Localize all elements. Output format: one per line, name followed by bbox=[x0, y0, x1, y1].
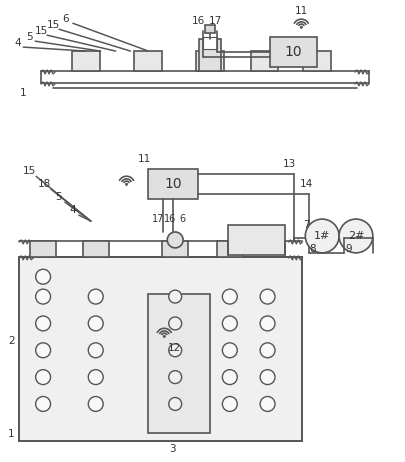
Circle shape bbox=[168, 317, 181, 330]
Text: 17: 17 bbox=[209, 16, 222, 26]
Circle shape bbox=[299, 26, 302, 28]
Circle shape bbox=[168, 371, 181, 383]
Circle shape bbox=[260, 343, 274, 358]
Circle shape bbox=[88, 316, 103, 331]
Text: 4: 4 bbox=[14, 38, 21, 48]
Circle shape bbox=[168, 397, 181, 410]
Circle shape bbox=[168, 290, 181, 303]
Circle shape bbox=[163, 335, 165, 338]
Text: 11: 11 bbox=[137, 154, 151, 164]
Circle shape bbox=[88, 289, 103, 304]
Bar bbox=[216, 241, 242, 257]
Text: 1: 1 bbox=[20, 88, 26, 98]
Text: 18: 18 bbox=[37, 179, 51, 189]
Text: 8: 8 bbox=[308, 244, 315, 254]
Circle shape bbox=[260, 316, 274, 331]
Circle shape bbox=[222, 343, 237, 358]
Text: 10: 10 bbox=[284, 45, 301, 59]
Circle shape bbox=[88, 343, 103, 358]
Bar bbox=[303, 51, 330, 71]
Text: 15: 15 bbox=[34, 26, 48, 36]
Circle shape bbox=[222, 316, 237, 331]
Text: 5: 5 bbox=[26, 32, 32, 42]
Bar bbox=[269, 37, 316, 67]
Circle shape bbox=[260, 289, 274, 304]
Bar bbox=[198, 39, 220, 71]
Text: 1: 1 bbox=[8, 429, 15, 439]
Circle shape bbox=[36, 343, 51, 358]
Circle shape bbox=[36, 316, 51, 331]
Text: 17: 17 bbox=[152, 214, 164, 224]
Circle shape bbox=[36, 370, 51, 384]
Circle shape bbox=[36, 289, 51, 304]
Bar bbox=[162, 241, 188, 257]
Circle shape bbox=[305, 219, 338, 253]
Bar bbox=[205, 25, 214, 33]
Text: 5: 5 bbox=[55, 192, 62, 202]
Circle shape bbox=[36, 396, 51, 411]
Circle shape bbox=[125, 183, 128, 185]
Bar bbox=[83, 241, 109, 257]
Text: 9: 9 bbox=[345, 244, 352, 254]
Text: 1#: 1# bbox=[313, 231, 330, 241]
Text: 2#: 2# bbox=[347, 231, 363, 241]
Text: 3: 3 bbox=[168, 444, 175, 454]
Bar bbox=[202, 37, 216, 49]
Bar bbox=[19, 257, 302, 441]
Bar bbox=[148, 294, 209, 433]
Text: 16: 16 bbox=[191, 16, 204, 26]
Circle shape bbox=[222, 289, 237, 304]
Bar bbox=[250, 51, 278, 71]
Text: 4: 4 bbox=[69, 205, 76, 215]
Text: 14: 14 bbox=[299, 179, 312, 189]
Circle shape bbox=[167, 232, 183, 248]
Text: 6: 6 bbox=[179, 214, 185, 224]
Text: 13: 13 bbox=[282, 159, 295, 170]
Text: 15: 15 bbox=[46, 20, 60, 30]
Circle shape bbox=[260, 396, 274, 411]
Text: 11: 11 bbox=[294, 6, 307, 16]
Bar bbox=[134, 51, 162, 71]
Text: 16: 16 bbox=[164, 214, 176, 224]
Text: 15: 15 bbox=[23, 166, 36, 176]
Text: 2: 2 bbox=[8, 336, 15, 346]
Bar bbox=[148, 170, 198, 199]
Text: 6: 6 bbox=[62, 14, 69, 24]
Text: 10: 10 bbox=[164, 177, 181, 191]
Text: 12: 12 bbox=[167, 343, 180, 353]
Circle shape bbox=[260, 370, 274, 384]
Bar bbox=[30, 241, 56, 257]
Circle shape bbox=[88, 370, 103, 384]
Text: 7: 7 bbox=[302, 220, 309, 230]
Bar bbox=[196, 51, 223, 71]
Circle shape bbox=[36, 269, 51, 284]
Circle shape bbox=[338, 219, 372, 253]
Circle shape bbox=[168, 344, 181, 357]
Circle shape bbox=[222, 370, 237, 384]
Bar bbox=[227, 225, 285, 255]
Bar bbox=[72, 51, 100, 71]
Circle shape bbox=[88, 396, 103, 411]
Circle shape bbox=[222, 396, 237, 411]
